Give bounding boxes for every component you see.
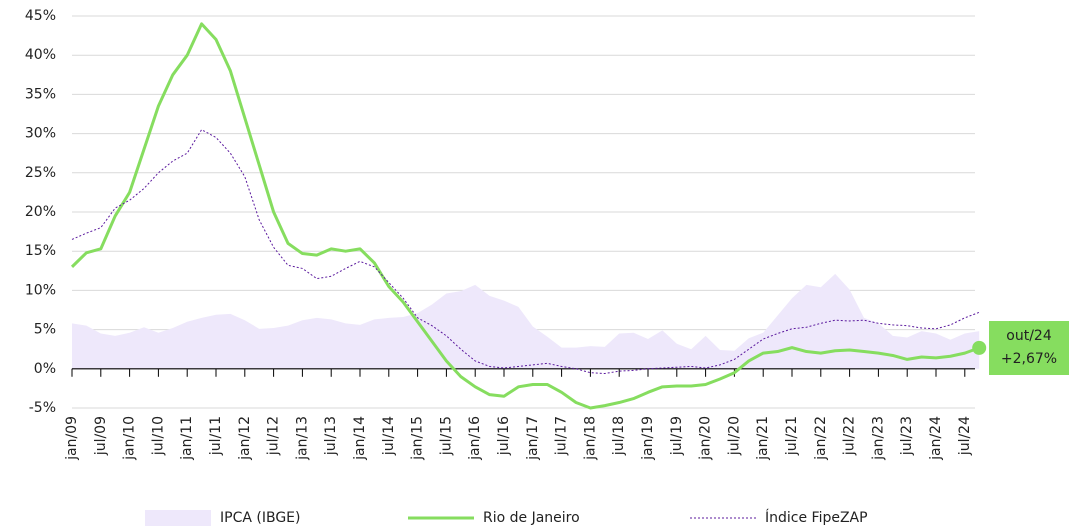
y-tick-label: 30%: [25, 126, 56, 142]
x-tick-label: jul/09: [93, 416, 109, 456]
y-tick-label: -5%: [29, 400, 56, 416]
annotation-box: [989, 321, 1069, 375]
y-tick-label: 25%: [25, 165, 56, 181]
x-tick-label: jul/12: [266, 416, 282, 456]
y-tick-label: 15%: [25, 243, 56, 259]
area: [72, 273, 980, 369]
line: [71, 129, 980, 375]
x-tick-label: jan/10: [122, 416, 138, 461]
x-tick-label: jul/19: [669, 416, 685, 456]
x-tick-label: jan/12: [237, 416, 253, 461]
x-tick-label: jul/23: [899, 416, 915, 456]
y-tick-label: 40%: [25, 47, 56, 63]
x-tick-label: jul/13: [323, 416, 339, 456]
y-tick-label: 45%: [25, 8, 56, 24]
x-tick-label: jul/20: [726, 416, 742, 456]
x-tick-label: jan/16: [467, 416, 483, 461]
annotation-value: +2,67%: [1001, 351, 1057, 367]
x-tick-label: jan/11: [179, 416, 195, 461]
x-tick-label: jan/09: [64, 416, 80, 461]
x-tick-label: jan/22: [813, 416, 829, 461]
y-tick-label: 20%: [25, 204, 56, 220]
x-tick-label: jul/17: [554, 416, 570, 456]
x-tick-label: jan/14: [352, 416, 368, 461]
annotation-label: out/24: [1006, 328, 1052, 344]
x-tick-label: jan/15: [410, 416, 426, 461]
x-tick-label: jan/17: [525, 416, 541, 461]
legend-swatch: [145, 510, 211, 526]
end-marker: [972, 340, 987, 355]
x-tick-label: jul/16: [496, 416, 512, 456]
legend-label: Rio de Janeiro: [483, 510, 580, 526]
x-tick-label: jul/11: [208, 416, 224, 456]
x-tick-label: jul/22: [842, 416, 858, 456]
x-tick-label: jul/10: [150, 416, 166, 456]
x-tick-label: jul/24: [957, 416, 973, 456]
x-tick-label: jan/13: [294, 416, 310, 461]
x-tick-label: jul/15: [438, 416, 454, 456]
x-tick-label: jan/18: [582, 416, 598, 461]
x-tick-label: jul/21: [784, 416, 800, 456]
y-tick-label: 5%: [34, 322, 56, 338]
y-tick-label: 10%: [25, 282, 56, 298]
x-tick-label: jan/19: [640, 416, 656, 461]
x-tick-label: jul/18: [611, 416, 627, 456]
x-tick-label: jan/24: [928, 416, 944, 461]
line: [70, 22, 980, 410]
legend-label: Índice FipeZAP: [765, 509, 868, 526]
y-tick-label: 0%: [34, 361, 56, 377]
x-tick-label: jan/20: [698, 416, 714, 461]
y-tick-label: 35%: [25, 86, 56, 102]
legend-label: IPCA (IBGE): [220, 510, 300, 526]
x-tick-label: jan/21: [755, 416, 771, 461]
x-tick-label: jul/14: [381, 416, 397, 456]
x-tick-label: jan/23: [870, 416, 886, 461]
